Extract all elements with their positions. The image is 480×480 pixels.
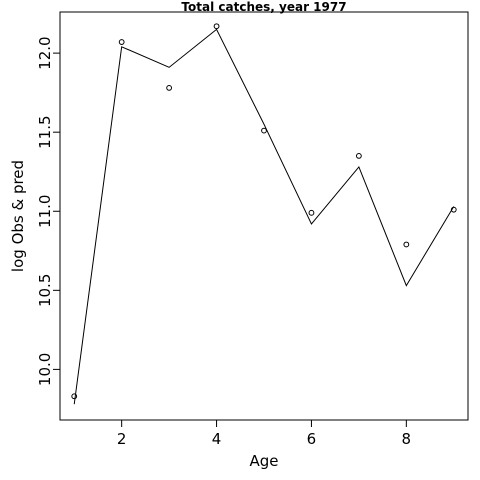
observed-point	[166, 85, 173, 91]
observed-point	[71, 393, 78, 400]
x-tick-label: 2	[117, 430, 127, 448]
x-axis: 2 4 6 8	[117, 419, 412, 448]
x-axis-label: Age	[249, 452, 278, 470]
x-tick-label: 6	[307, 430, 317, 448]
observed-point	[118, 39, 125, 45]
y-tick-label: 12.0	[36, 36, 54, 69]
y-tick-label: 10.0	[36, 353, 54, 386]
series-layer	[71, 23, 457, 405]
x-tick-label: 8	[402, 430, 412, 448]
y-axis: 10.0 10.5 11.0 11.5 12.0	[36, 36, 61, 386]
observed-point	[355, 153, 362, 159]
observed-point	[261, 127, 267, 134]
y-tick-label: 11.5	[36, 115, 54, 148]
observed-point	[403, 241, 410, 248]
chart-title: Total catches, year 1977	[181, 0, 346, 14]
y-axis-label: log Obs & pred	[9, 160, 27, 272]
plot-frame	[59, 11, 469, 421]
y-tick-label: 11.0	[36, 195, 54, 228]
y-tick-label: 10.5	[36, 274, 54, 307]
observed-point	[213, 23, 220, 30]
observed-point	[308, 209, 315, 216]
x-tick-label: 4	[212, 430, 222, 448]
predicted-line	[73, 28, 455, 405]
